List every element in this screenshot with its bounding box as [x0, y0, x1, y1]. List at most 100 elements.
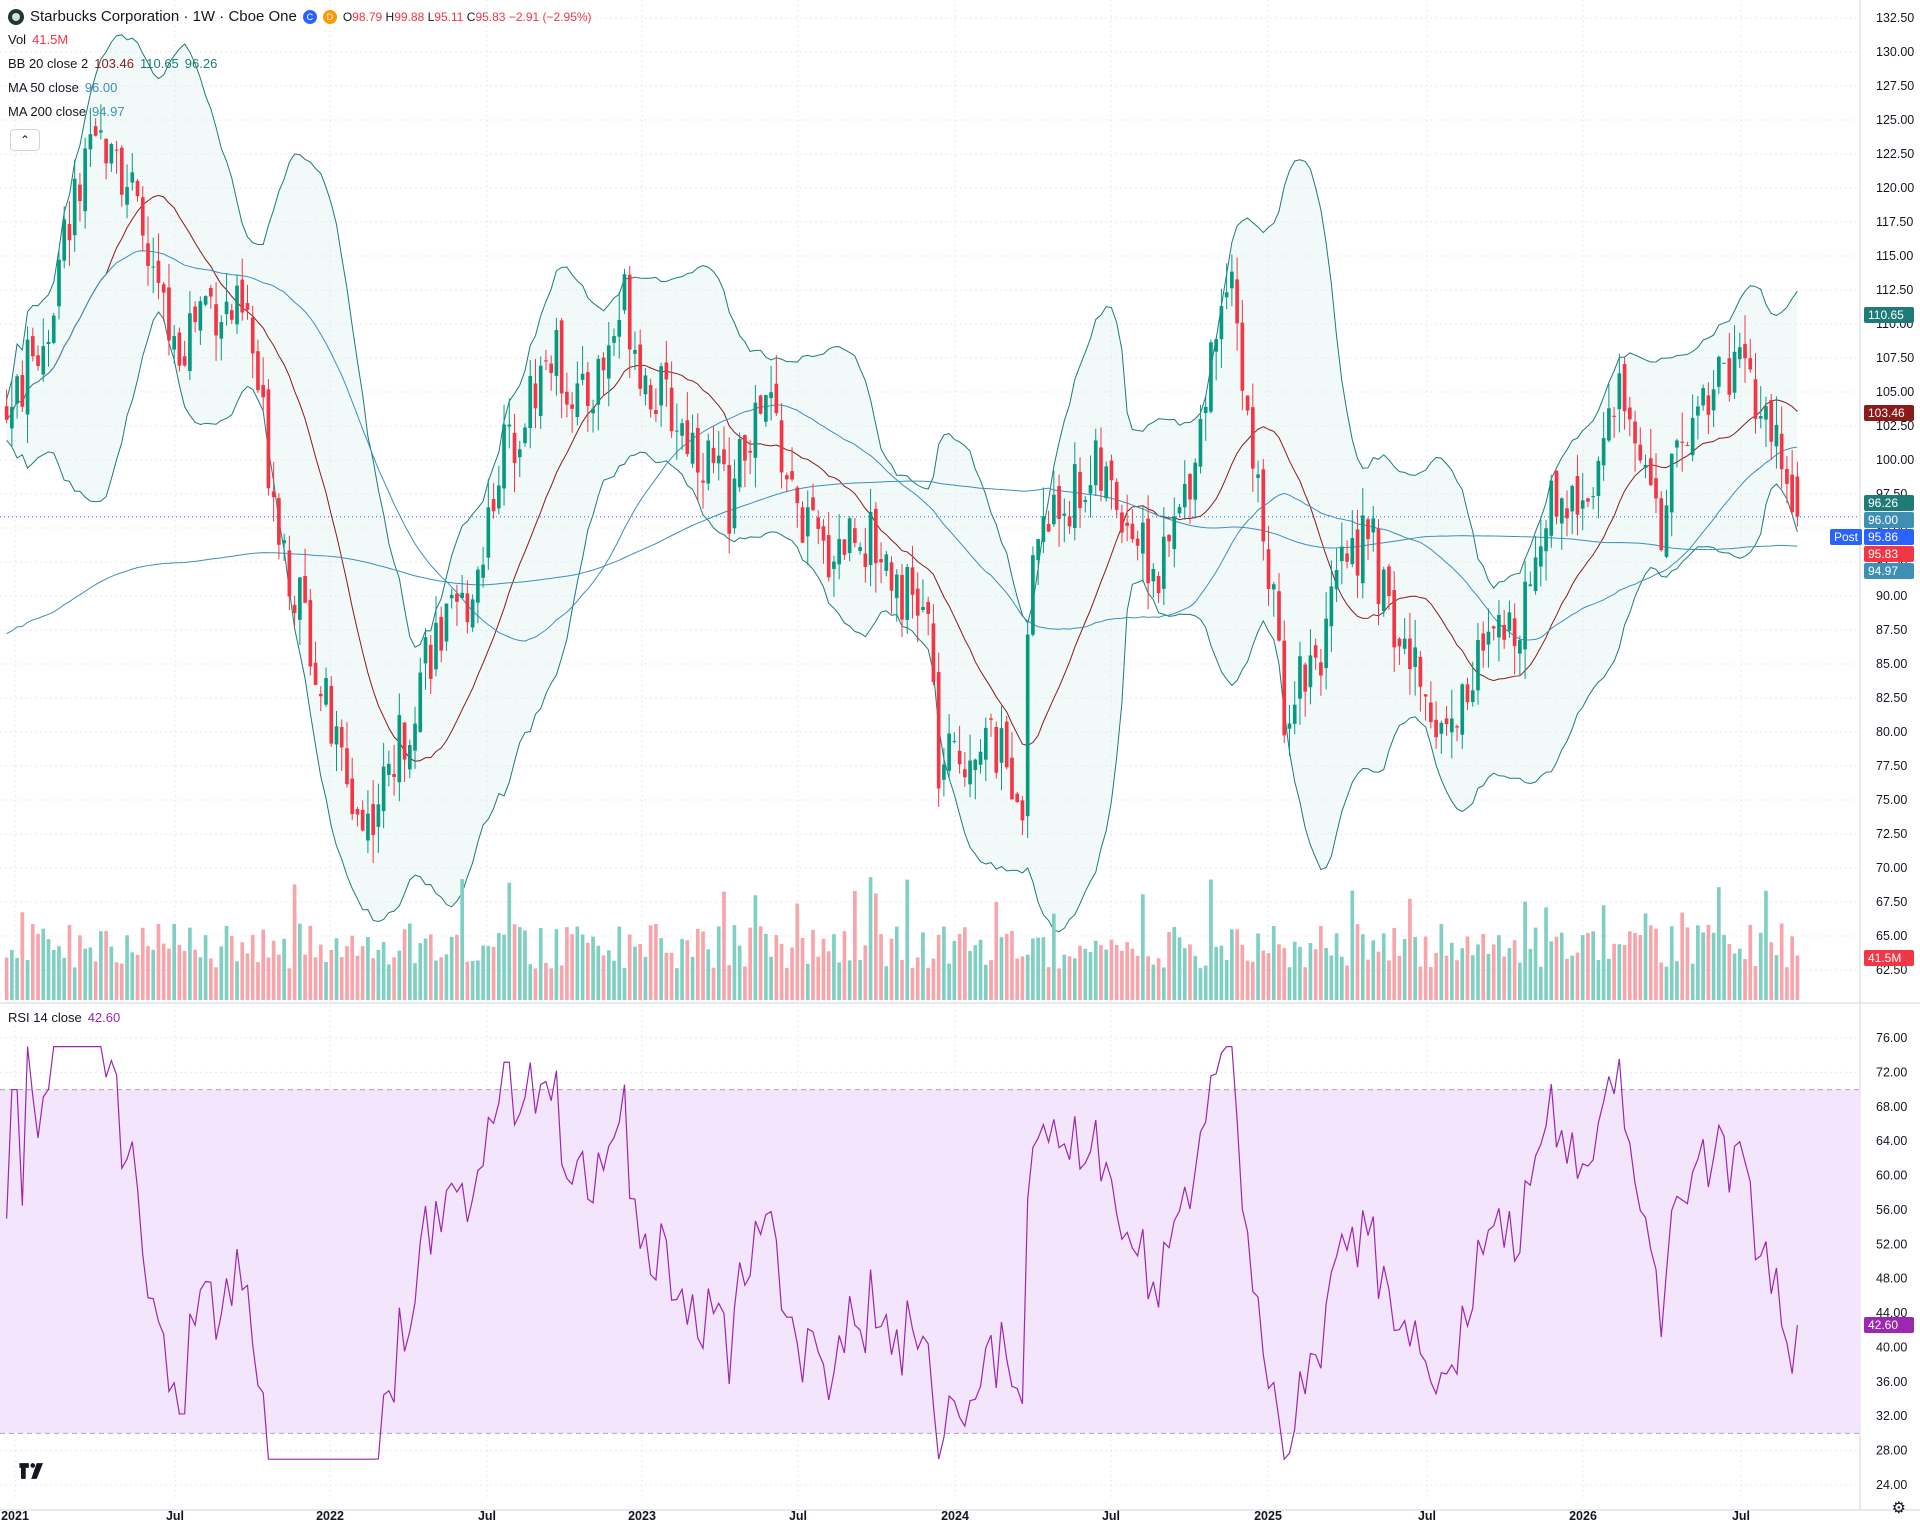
volume-bar: [759, 926, 763, 1000]
volume-bar: [534, 968, 538, 1000]
candle-body: [1125, 523, 1129, 526]
volume-bar: [455, 935, 459, 1000]
volume-bar: [1738, 949, 1742, 1000]
candle-body: [1523, 582, 1527, 650]
volume-bar: [822, 939, 826, 1000]
rsi-legend[interactable]: RSI 14 close 42.60: [8, 1010, 120, 1025]
bollinger-bands: [0, 35, 1860, 932]
rsi-tick-label: 48.00: [1876, 1272, 1907, 1286]
candle-body: [1209, 342, 1213, 411]
candle-body: [675, 431, 679, 432]
ma200-legend[interactable]: MA 200 close 94.97: [8, 104, 125, 119]
time-tick-label: Jul: [478, 1509, 496, 1523]
candle-body: [1659, 498, 1663, 550]
candle-body: [659, 366, 663, 405]
rsi-tick-label: 76.00: [1876, 1031, 1907, 1045]
candle-body: [555, 330, 559, 376]
volume-bar: [1152, 964, 1156, 1000]
candle-body: [1680, 442, 1684, 443]
candle-body: [638, 345, 642, 389]
candle-body: [539, 366, 543, 416]
volume-bar: [518, 927, 522, 1000]
volume-bar: [1293, 942, 1297, 1000]
volume-legend[interactable]: Vol 41.5M: [8, 32, 68, 47]
candle-body: [502, 424, 506, 488]
candle-body: [560, 320, 564, 393]
candle-body: [178, 333, 182, 366]
candle-body: [193, 307, 197, 322]
candle-body: [1115, 482, 1119, 510]
candle-body: [1272, 584, 1276, 589]
rsi-tick-label: 32.00: [1876, 1409, 1907, 1423]
volume-bar: [1775, 955, 1779, 1000]
volume-bar: [1387, 960, 1391, 1000]
candle-body: [1450, 719, 1454, 733]
time-tick-label: 2023: [628, 1509, 656, 1523]
candle-body: [785, 475, 789, 479]
volume-bar: [492, 947, 496, 1000]
candle-body: [277, 498, 281, 545]
volume-bar: [1748, 925, 1752, 1000]
volume-bar: [110, 947, 114, 1000]
candle-body: [1670, 454, 1674, 513]
candle-body: [52, 316, 56, 343]
volume-bar: [979, 940, 983, 1000]
volume-bar: [1612, 944, 1616, 1000]
volume-bar: [5, 958, 9, 1000]
candle-body: [1607, 408, 1611, 440]
candle-body: [1686, 445, 1690, 446]
rsi-tick-label: 56.00: [1876, 1203, 1907, 1217]
collapse-legend-button[interactable]: ⌃: [10, 129, 40, 151]
volume-bar: [1131, 949, 1135, 1000]
volume-bar: [199, 957, 203, 1000]
tradingview-logo-icon[interactable]: [16, 1460, 48, 1482]
volume-bar: [733, 925, 737, 1000]
volume-bar: [696, 929, 700, 1000]
price-tick-label: 120.00: [1876, 181, 1914, 195]
price-tick-label: 125.00: [1876, 113, 1914, 127]
candle-body: [795, 487, 799, 503]
candle-body: [680, 423, 684, 436]
candle-body: [1083, 500, 1087, 502]
volume-bar: [555, 929, 559, 1000]
volume-bar: [1670, 926, 1674, 1000]
volume-bar: [214, 967, 218, 1000]
bb-legend[interactable]: BB 20 close 2 103.46 110.65 96.26: [8, 56, 217, 71]
volume-bar: [1628, 931, 1632, 1000]
volume-bar: [1413, 937, 1417, 1000]
candle-body: [1508, 612, 1512, 630]
candle-body: [916, 589, 920, 616]
candle-body: [1141, 523, 1145, 554]
volume-bar: [968, 951, 972, 1000]
candle-body: [497, 486, 501, 509]
candle-body: [1466, 684, 1470, 702]
volume-bar: [1722, 935, 1726, 1000]
volume-bar: [52, 950, 56, 1000]
candle-body: [1052, 495, 1056, 524]
candle-body: [733, 479, 737, 529]
candle-body: [1618, 373, 1622, 409]
symbol-header[interactable]: Starbucks Corporation · 1W · Cboe One C …: [8, 8, 592, 25]
candle-body: [1628, 408, 1632, 420]
candle-body: [1319, 662, 1323, 675]
volume-bar: [1214, 947, 1218, 1000]
candle-body: [722, 449, 726, 464]
ma50-legend[interactable]: MA 50 close 96.00: [8, 80, 117, 95]
volume-bar: [1241, 945, 1245, 1000]
candle-body: [848, 518, 852, 553]
volume-bar: [497, 933, 501, 1000]
settings-gear-icon[interactable]: ⚙: [1892, 1498, 1906, 1518]
rsi-tick-label: 72.00: [1876, 1065, 1907, 1079]
candle-body: [1371, 518, 1375, 532]
volume-bar: [1303, 967, 1307, 1000]
volume-bar: [1398, 956, 1402, 1000]
candle-body: [754, 403, 758, 458]
volume-bar: [932, 959, 936, 1000]
candle-body: [418, 673, 422, 732]
candle-body: [612, 336, 616, 343]
volume-bar: [1309, 943, 1313, 1000]
volume-bar: [434, 961, 438, 1000]
candle-body: [1062, 514, 1066, 516]
volume-bar: [26, 960, 30, 1000]
